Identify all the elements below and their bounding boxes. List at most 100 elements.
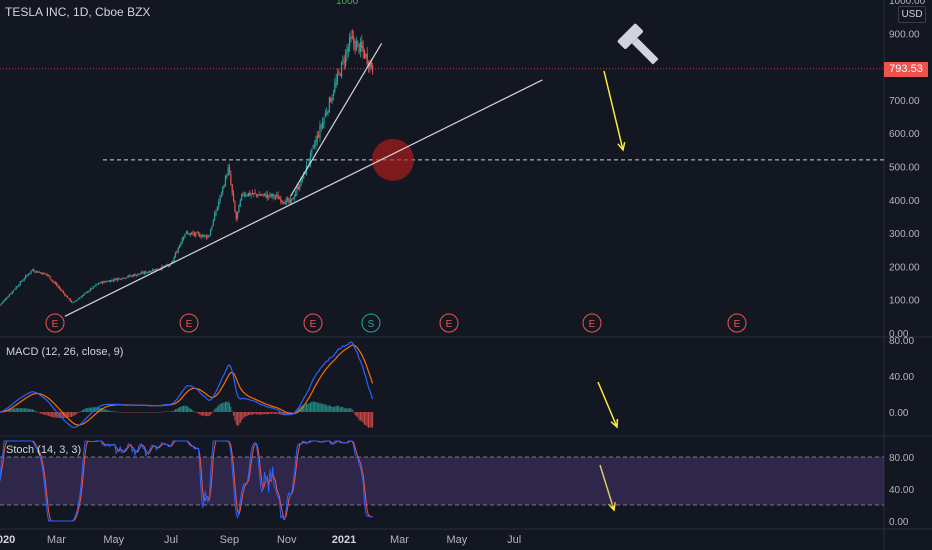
candle [243,194,245,196]
macd-histogram-bar [301,405,303,412]
candle [68,298,70,300]
macd-histogram-bar [289,412,291,414]
macd-histogram-bar [131,412,133,413]
macd-histogram-bar [103,408,105,412]
macd-histogram-bar [324,404,326,412]
candle [25,275,27,279]
candle [14,288,16,290]
macd-histogram-bar [188,407,190,412]
candle [203,234,205,237]
candle [26,275,28,277]
candle [242,193,244,195]
candle [323,118,325,124]
candle [301,178,303,180]
macd-histogram-bar [14,408,16,412]
earnings-marker[interactable]: E [179,313,199,333]
macd-label[interactable]: MACD (12, 26, close, 9) [6,346,124,358]
candle [281,200,283,202]
macd-histogram-bar [351,409,353,412]
macd-histogram-bar [368,412,370,428]
macd-histogram-bar [68,412,70,418]
candle [103,281,105,284]
candle [289,200,291,203]
macd-histogram-bar [347,408,349,412]
time-tick-label: Nov [277,534,297,546]
candle [309,152,312,164]
candle [268,195,270,197]
candle [215,211,217,215]
macd-histogram-bar [152,412,154,413]
macd-histogram-bar [312,401,314,412]
candle [65,295,67,297]
stoch-label[interactable]: Stoch (14, 3, 3) [6,444,82,456]
macd-histogram-bar [19,408,21,412]
macd-histogram-bar [40,412,41,414]
macd-histogram-bar [69,412,71,418]
candle [43,273,46,275]
candle [54,282,56,284]
macd-histogram-bar [89,407,91,412]
macd-histogram-bar [238,412,240,425]
macd-histogram-bar [84,408,86,412]
macd-histogram-bar [207,412,209,417]
price-tick-label: 1000.00 [889,0,926,7]
macd-histogram-bar [44,412,46,415]
macd-histogram-bar [134,412,136,413]
candle [211,226,213,230]
candle [129,275,131,277]
macd-histogram-bar [107,410,109,412]
candle [357,40,359,43]
candle [37,271,39,273]
candle [362,45,364,52]
earnings-marker-label: E [310,319,317,330]
macd-histogram-bar [118,411,120,413]
candle [19,281,21,286]
macd-histogram-bar [234,412,236,421]
earnings-marker[interactable]: S [361,313,381,333]
candle [251,192,254,195]
earnings-marker[interactable]: E [303,313,323,333]
candle [195,232,197,236]
candle [41,272,43,275]
candle [114,278,116,281]
interval-label[interactable]: 1D [73,5,89,19]
macd-histogram-bar [114,411,116,412]
macd-histogram-bar [354,412,356,416]
macd-histogram-bar [145,412,147,413]
macd-histogram-bar [158,411,160,413]
candle [83,294,85,296]
macd-histogram-bar [92,407,94,412]
candle [218,201,220,208]
macd-histogram-bar [256,412,257,415]
candle [277,194,279,200]
macd-histogram-bar [34,410,36,412]
currency-button[interactable]: USD [898,6,926,23]
macd-histogram-bar [280,412,282,415]
candle [312,145,314,148]
macd-histogram-bar [359,412,361,421]
earnings-marker[interactable]: E [727,313,747,333]
candle [137,273,139,275]
macd-histogram-bar [26,408,28,412]
macd-histogram-bar [315,402,317,412]
earnings-marker[interactable]: E [439,313,459,333]
macd-histogram-bar [11,408,13,412]
earnings-marker[interactable]: E [45,313,65,333]
macd-histogram-bar [212,411,214,413]
candle [330,98,332,103]
macd-histogram-bar [208,412,210,416]
macd-histogram-bar [284,412,286,416]
candle [265,193,267,198]
candle [346,49,348,55]
earnings-marker[interactable]: E [582,313,602,333]
candle [30,270,32,273]
macd-histogram-bar [67,412,68,418]
candle [116,278,119,281]
macd-histogram-bar [166,411,168,412]
price-tick-label: 700.00 [889,96,920,107]
candle [77,298,79,300]
macd-histogram-bar [291,412,293,413]
candle [191,232,193,234]
macd-histogram-bar [335,406,337,412]
